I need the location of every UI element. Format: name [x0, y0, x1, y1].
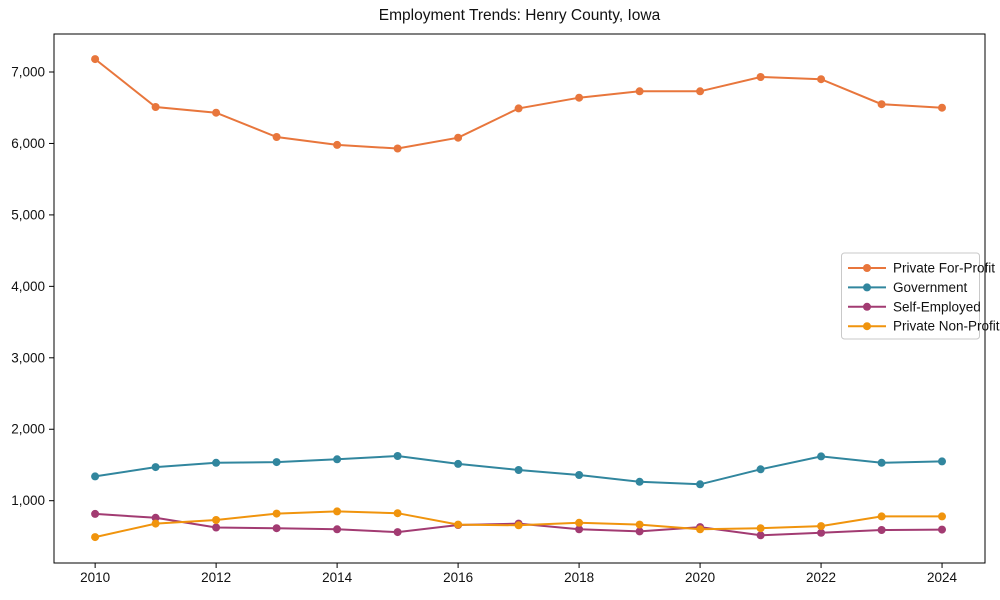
plot-border [53, 33, 986, 564]
legend-marker-dot [863, 283, 871, 292]
series-private-non-profit-marker [91, 533, 100, 542]
x-tick-label: 2014 [322, 570, 353, 585]
series-government-marker [454, 459, 463, 468]
series-government-marker [212, 458, 221, 467]
y-tick-label: 2,000 [11, 422, 45, 437]
series-private-for-profit-marker [696, 87, 705, 96]
legend-label: Private Non-Profit [893, 319, 1000, 334]
series-private-non-profit-marker [272, 509, 281, 518]
series-government-marker [151, 463, 160, 472]
series-private-non-profit-marker [756, 524, 765, 533]
x-tick-label: 2016 [443, 570, 473, 585]
series-private-for-profit-line [94, 58, 943, 150]
series-private-for-profit-marker [756, 73, 765, 81]
series-private-non-profit-marker [635, 520, 644, 529]
series-private-non-profit-marker [212, 516, 221, 524]
series-government-marker [272, 458, 281, 467]
y-tick-label: 6,000 [11, 136, 45, 151]
series-government-marker [817, 452, 826, 461]
y-tick-label: 7,000 [11, 65, 45, 80]
series-self-employed-marker [91, 509, 100, 518]
legend-entry-private-for-profit: Private For-Profit [848, 261, 995, 276]
series-private-non-profit-marker [877, 512, 886, 521]
series-government [91, 452, 946, 489]
series-private-non-profit-marker [514, 521, 523, 530]
series-private-for-profit [91, 55, 946, 153]
x-tick-label: 2010 [80, 570, 110, 585]
series-government-marker [514, 466, 523, 474]
series-self-employed-marker [212, 523, 221, 532]
series-private-for-profit-marker [514, 104, 523, 113]
series-private-for-profit-marker [393, 144, 402, 153]
legend-box [841, 252, 980, 340]
series-government-marker [938, 457, 946, 466]
series-government-marker [333, 455, 342, 464]
series-private-for-profit-marker [877, 100, 886, 109]
legend-marker-dot [863, 302, 871, 311]
y-tick-label: 3,000 [11, 350, 45, 365]
series-government-marker [393, 452, 402, 460]
series-private-for-profit-marker [272, 133, 281, 141]
series-self-employed-marker [333, 525, 342, 534]
y-tick-label: 1,000 [11, 493, 45, 508]
series-private-non-profit-marker [938, 512, 946, 521]
series-private-for-profit-marker [635, 87, 644, 96]
series-self-employed-marker [575, 525, 584, 534]
series-government-marker [756, 465, 765, 474]
series-private-non-profit-marker [393, 509, 402, 518]
legend: Private For-Profit Government Self-Employe… [841, 252, 1000, 340]
series-private-for-profit-marker [212, 108, 221, 117]
legend-marker-dot [863, 264, 871, 272]
series-private-non-profit-marker [696, 525, 705, 534]
series-private-non-profit-marker [333, 507, 342, 516]
series-private-for-profit-marker [151, 103, 160, 111]
series-private-for-profit-marker [91, 55, 100, 64]
series-private-non-profit-marker [575, 518, 584, 527]
series-private-non-profit-marker [151, 519, 160, 528]
series-self-employed-marker [393, 528, 402, 537]
series-self-employed-marker [635, 527, 644, 536]
x-tick-label: 2012 [201, 570, 231, 585]
legend-entry-government: Government [848, 280, 968, 295]
series-government-marker [575, 471, 584, 479]
legend-entry-self-employed: Self-Employed [848, 299, 981, 314]
x-tick-label: 2020 [685, 570, 715, 585]
series-government-marker [877, 458, 886, 467]
legend-label: Self-Employed [893, 299, 981, 314]
x-tick-label: 2018 [564, 570, 594, 585]
series-self-employed-marker [817, 528, 826, 537]
y-tick-label: 5,000 [11, 207, 45, 222]
series-self-employed-marker [756, 531, 765, 540]
series-private-non-profit [91, 507, 946, 542]
series-government-marker [91, 472, 100, 481]
series-government-marker [635, 477, 644, 486]
series-self-employed-marker [938, 525, 946, 534]
legend-label: Government [893, 280, 968, 295]
series-private-non-profit-marker [817, 522, 826, 531]
series-self-employed-marker [272, 524, 281, 533]
legend-marker-dot [863, 322, 871, 331]
y-tick-label: 4,000 [11, 279, 45, 294]
series-private-for-profit-marker [454, 133, 463, 142]
legend-label: Private For-Profit [893, 261, 995, 276]
series-government-marker [696, 480, 705, 489]
x-tick-label: 2024 [927, 570, 958, 585]
x-tick-label: 2022 [806, 570, 836, 585]
series-private-for-profit-marker [575, 93, 584, 102]
series-private-for-profit-marker [817, 75, 826, 84]
series-private-for-profit-marker [938, 103, 946, 112]
series-self-employed-marker [877, 526, 886, 534]
legend-entry-private-non-profit: Private Non-Profit [848, 319, 1000, 334]
series-private-for-profit-marker [333, 140, 342, 149]
series-self-employed-marker [151, 513, 160, 522]
series-private-non-profit-marker [454, 520, 463, 529]
